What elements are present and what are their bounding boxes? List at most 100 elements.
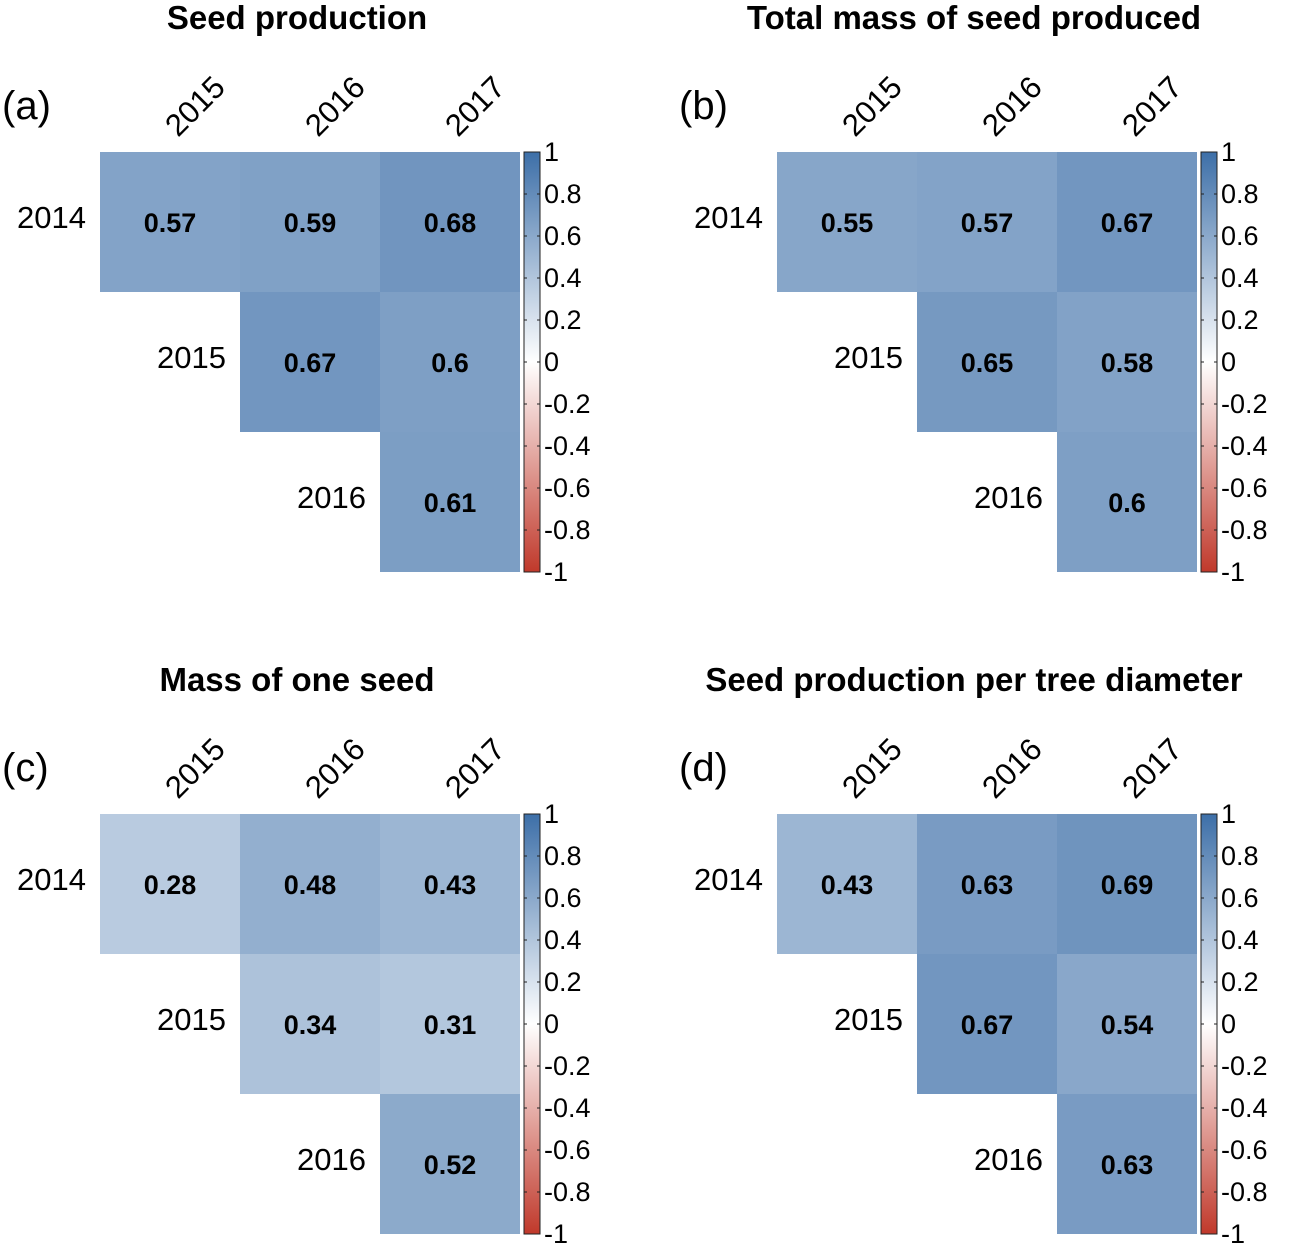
heatmap-cell <box>100 152 240 292</box>
cell-value-label: 0.34 <box>284 1010 337 1040</box>
colorbar-tick-label: 1 <box>1221 799 1236 829</box>
row-label: 2015 <box>157 340 226 375</box>
colorbar-tick-label: 0.6 <box>1221 221 1259 251</box>
cell-value-label: 0.54 <box>1101 1010 1154 1040</box>
cell-value-label: 0.59 <box>284 208 337 238</box>
heatmap-cell <box>380 954 520 1094</box>
colorbar-tick-label: 0.2 <box>1221 967 1259 997</box>
heatmap-cell <box>1057 954 1197 1094</box>
colorbar-tick-label: 0 <box>544 347 559 377</box>
colorbar-tick-label: -1 <box>544 1219 568 1248</box>
cell-value-label: 0.68 <box>424 208 477 238</box>
column-label: 2016 <box>298 69 372 143</box>
heatmap-cell <box>240 152 380 292</box>
colorbar-tick-label: 0 <box>1221 347 1236 377</box>
colorbar-tick-label: 0.2 <box>544 967 582 997</box>
heatmap-cell <box>917 954 1057 1094</box>
colorbar-tick-label: 0.2 <box>1221 305 1259 335</box>
column-label: 2015 <box>158 69 232 143</box>
heatmap-cell <box>917 152 1057 292</box>
colorbar-tick-label: -0.6 <box>1221 1135 1268 1165</box>
colorbar-tick-label: -0.2 <box>544 389 591 419</box>
panel-title: Seed production per tree diameter <box>705 661 1242 698</box>
panel-title: Mass of one seed <box>159 661 434 698</box>
cell-value-label: 0.28 <box>144 870 197 900</box>
colorbar-tick-label: 0.2 <box>544 305 582 335</box>
colorbar-tick-label: -0.4 <box>544 431 591 461</box>
cell-value-label: 0.43 <box>424 870 477 900</box>
column-label: 2017 <box>438 731 512 805</box>
row-label: 2015 <box>834 1002 903 1037</box>
colorbar-tick-label: -0.8 <box>544 1177 591 1207</box>
cell-value-label: 0.65 <box>961 348 1014 378</box>
row-label: 2016 <box>974 480 1043 515</box>
colorbar-tick-label: 0 <box>1221 1009 1236 1039</box>
colorbar-tick-label: -0.8 <box>1221 515 1268 545</box>
panel-c: Mass of one seed (c) 0.28 0.48 0.43 0.34 0.31 0… <box>2 661 591 1248</box>
colorbar-tick-label: 0.8 <box>1221 179 1259 209</box>
heatmap-cell <box>240 292 380 432</box>
colorbar-tick-label: 0 <box>544 1009 559 1039</box>
colorbar-tick-label: 0.8 <box>544 179 582 209</box>
column-label: 2017 <box>438 69 512 143</box>
row-label: 2014 <box>694 862 763 897</box>
heatmap-cell <box>380 814 520 954</box>
panel-letter: (b) <box>679 84 728 128</box>
panel-letter: (d) <box>679 746 728 790</box>
colorbar-tick-label: 0.8 <box>544 841 582 871</box>
row-label: 2015 <box>834 340 903 375</box>
cell-value-label: 0.57 <box>961 208 1014 238</box>
panel-title: Total mass of seed produced <box>747 0 1201 36</box>
heatmap-cell <box>240 954 380 1094</box>
colorbar-tick-label: -1 <box>544 557 568 587</box>
colorbar-tick-label: 0.6 <box>544 883 582 913</box>
cell-value-label: 0.58 <box>1101 348 1154 378</box>
column-label: 2015 <box>835 69 909 143</box>
colorbar-tick-label: 0.8 <box>1221 841 1259 871</box>
colorbar-tick-label: -0.4 <box>1221 1093 1268 1123</box>
cell-value-label: 0.67 <box>1101 208 1154 238</box>
colorbar-tick-label: 0.6 <box>544 221 582 251</box>
column-label: 2016 <box>298 731 372 805</box>
heatmap-cell <box>380 1094 520 1234</box>
row-label: 2016 <box>297 1142 366 1177</box>
colorbar-tick-label: -0.2 <box>1221 1051 1268 1081</box>
colorbar-tick-label: 0.4 <box>1221 925 1259 955</box>
colorbar-tick-label: 0.4 <box>1221 263 1259 293</box>
column-label: 2016 <box>975 69 1049 143</box>
heatmap-cell <box>1057 1094 1197 1234</box>
heatmap-cell <box>917 292 1057 432</box>
colorbar-tick-label: 1 <box>544 799 559 829</box>
heatmap-cell <box>380 432 520 572</box>
heatmap-cell <box>1057 292 1197 432</box>
cell-value-label: 0.6 <box>431 348 469 378</box>
panel-d: Seed production per tree diameter (d) 0.43… <box>679 661 1268 1248</box>
colorbar-tick-label: 1 <box>1221 137 1236 167</box>
colorbar-tick-label: 0.4 <box>544 925 582 955</box>
heatmap-cell <box>240 814 380 954</box>
cell-value-label: 0.63 <box>961 870 1014 900</box>
colorbar-tick-label: -1 <box>1221 557 1245 587</box>
column-label: 2017 <box>1115 69 1189 143</box>
cell-value-label: 0.6 <box>1108 488 1146 518</box>
heatmap-cell <box>917 814 1057 954</box>
cell-value-label: 0.69 <box>1101 870 1154 900</box>
cell-value-label: 0.57 <box>144 208 197 238</box>
cell-value-label: 0.48 <box>284 870 337 900</box>
colorbar-tick-label: 0.4 <box>544 263 582 293</box>
row-label: 2016 <box>974 1142 1043 1177</box>
panel-letter: (a) <box>2 84 51 128</box>
cell-value-label: 0.67 <box>284 348 337 378</box>
heatmap-cell <box>380 152 520 292</box>
panel-letter: (c) <box>2 746 49 790</box>
cell-value-label: 0.43 <box>821 870 874 900</box>
row-label: 2014 <box>694 200 763 235</box>
panel-a: Seed production (a) 0.57 0.59 0.68 0.67 0.6 0.6… <box>2 0 591 587</box>
column-label: 2015 <box>158 731 232 805</box>
panel-title: Seed production <box>167 0 427 36</box>
colorbar-tick-label: -0.2 <box>544 1051 591 1081</box>
column-label: 2016 <box>975 731 1049 805</box>
row-label: 2016 <box>297 480 366 515</box>
colorbar-tick-label: 1 <box>544 137 559 167</box>
